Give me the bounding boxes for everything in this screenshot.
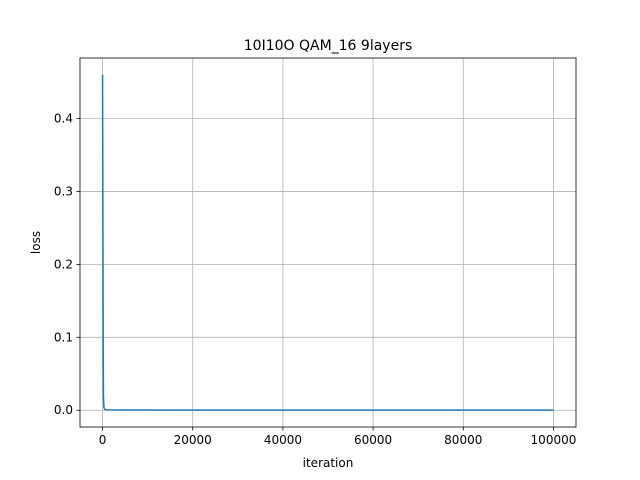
plot-frame [79, 57, 577, 428]
x-tick-label: 80000 [444, 433, 482, 447]
y-tick-label: 0.1 [54, 330, 73, 344]
y-tick-label: 0.2 [54, 257, 73, 271]
x-tick-label: 100000 [531, 433, 577, 447]
x-axis: 0 20000 40000 60000 80000 100000 [99, 427, 577, 447]
chart-title: 10I10O QAM_16 9layers [244, 38, 413, 54]
y-tick-label: 0.0 [54, 403, 73, 417]
x-tick-label: 20000 [174, 433, 212, 447]
y-axis-label: loss [29, 231, 43, 254]
y-tick-label: 0.4 [54, 112, 73, 126]
y-axis: 0.0 0.1 0.2 0.3 0.4 [54, 112, 80, 417]
x-tick-label: 40000 [264, 433, 302, 447]
x-axis-label: iteration [303, 456, 354, 470]
x-tick-label: 0 [99, 433, 107, 447]
x-tick-label: 60000 [354, 433, 392, 447]
grid [80, 58, 576, 427]
series-layer [101, 74, 554, 411]
loss-series-line [101, 74, 554, 411]
y-tick-label: 0.3 [54, 184, 73, 198]
